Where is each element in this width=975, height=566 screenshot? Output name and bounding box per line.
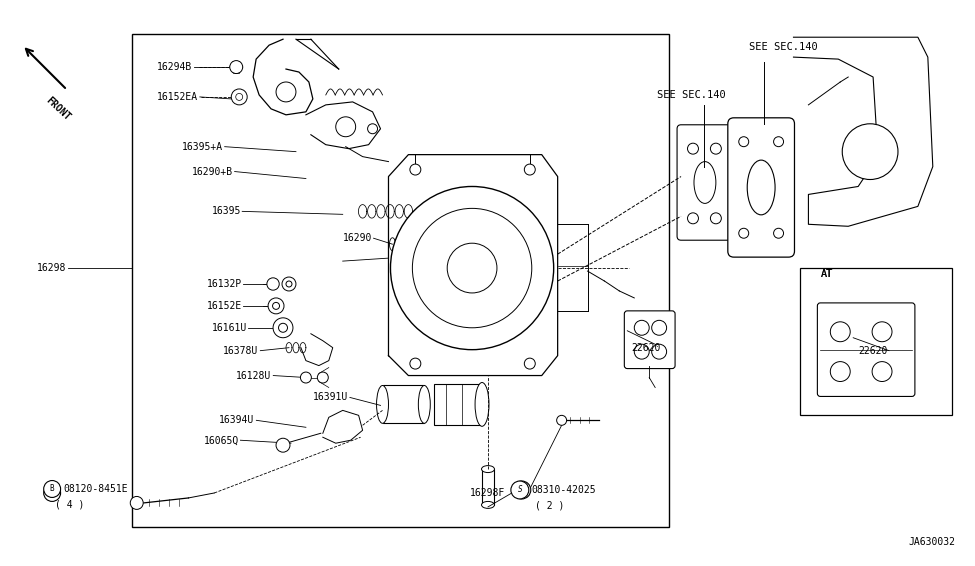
Circle shape <box>230 61 243 74</box>
Circle shape <box>525 358 535 369</box>
Bar <box>482 469 494 505</box>
Circle shape <box>773 137 784 147</box>
Circle shape <box>335 117 356 137</box>
Circle shape <box>390 186 554 350</box>
Circle shape <box>511 481 528 499</box>
Ellipse shape <box>747 160 775 215</box>
Circle shape <box>711 143 722 154</box>
Text: 22620: 22620 <box>858 346 887 355</box>
Circle shape <box>872 362 892 381</box>
Circle shape <box>872 322 892 342</box>
Circle shape <box>635 320 649 335</box>
Circle shape <box>557 415 566 425</box>
Circle shape <box>286 281 292 287</box>
Circle shape <box>282 277 296 291</box>
Text: 16391U: 16391U <box>313 392 348 402</box>
Circle shape <box>525 164 535 175</box>
Ellipse shape <box>482 501 494 508</box>
Text: B: B <box>50 488 55 498</box>
FancyBboxPatch shape <box>624 311 675 368</box>
Circle shape <box>410 164 421 175</box>
Circle shape <box>711 213 722 224</box>
Circle shape <box>739 228 749 238</box>
Ellipse shape <box>418 385 430 423</box>
Text: ( 2 ): ( 2 ) <box>534 501 565 511</box>
Text: ( 4 ): ( 4 ) <box>56 500 85 510</box>
Text: JA630032: JA630032 <box>909 537 956 547</box>
Ellipse shape <box>482 466 494 473</box>
Text: SEE SEC.140: SEE SEC.140 <box>657 90 726 100</box>
Circle shape <box>236 93 243 100</box>
Circle shape <box>300 372 311 383</box>
Ellipse shape <box>475 383 489 426</box>
Text: 16394U: 16394U <box>219 415 254 425</box>
Circle shape <box>448 243 497 293</box>
Text: 16395+A: 16395+A <box>181 142 222 152</box>
Text: 08120-8451E: 08120-8451E <box>63 484 128 494</box>
Text: 16294B: 16294B <box>157 62 192 72</box>
Text: AT: AT <box>820 269 833 279</box>
Bar <box>132 34 669 527</box>
Text: 16298: 16298 <box>37 263 66 273</box>
Text: S: S <box>520 486 525 495</box>
Text: 16395: 16395 <box>212 207 241 216</box>
Circle shape <box>687 213 698 224</box>
Circle shape <box>44 481 60 498</box>
Bar <box>382 385 424 423</box>
Text: 16290: 16290 <box>343 233 372 243</box>
Circle shape <box>635 344 649 359</box>
Text: 16152EA: 16152EA <box>157 92 198 102</box>
Circle shape <box>276 82 296 102</box>
Circle shape <box>368 124 377 134</box>
Text: 16298F: 16298F <box>470 488 505 498</box>
Circle shape <box>268 298 284 314</box>
Circle shape <box>131 496 143 509</box>
Text: 16132P: 16132P <box>207 279 242 289</box>
Circle shape <box>410 358 421 369</box>
Circle shape <box>276 438 290 452</box>
Text: B: B <box>50 484 55 494</box>
Text: FRONT: FRONT <box>44 95 72 122</box>
FancyBboxPatch shape <box>677 125 733 240</box>
Circle shape <box>651 344 667 359</box>
Circle shape <box>412 208 531 328</box>
Circle shape <box>44 484 60 501</box>
Text: S: S <box>518 486 523 495</box>
Circle shape <box>842 124 898 179</box>
Text: SEE SEC.140: SEE SEC.140 <box>749 42 817 52</box>
Circle shape <box>317 372 329 383</box>
Ellipse shape <box>376 385 388 423</box>
Circle shape <box>831 322 850 342</box>
Circle shape <box>773 228 784 238</box>
Text: 16152E: 16152E <box>207 301 242 311</box>
Text: 08310-42025: 08310-42025 <box>531 485 597 495</box>
Text: AT: AT <box>820 269 832 279</box>
Circle shape <box>231 89 248 105</box>
Ellipse shape <box>694 162 716 203</box>
Text: 16161U: 16161U <box>212 323 247 333</box>
Circle shape <box>279 323 288 332</box>
Circle shape <box>739 137 749 147</box>
Text: 16128U: 16128U <box>236 371 271 380</box>
Circle shape <box>273 318 292 338</box>
Text: 16378U: 16378U <box>223 346 258 355</box>
Text: 22620: 22620 <box>631 342 661 353</box>
Bar <box>800 268 952 415</box>
Circle shape <box>831 362 850 381</box>
Circle shape <box>267 278 279 290</box>
Circle shape <box>687 143 698 154</box>
Circle shape <box>513 481 530 499</box>
Circle shape <box>651 320 667 335</box>
FancyBboxPatch shape <box>727 118 795 257</box>
Bar <box>434 384 482 425</box>
Text: 16065Q: 16065Q <box>204 435 239 445</box>
Text: 16290+B: 16290+B <box>191 166 233 177</box>
FancyBboxPatch shape <box>817 303 915 396</box>
Circle shape <box>273 302 280 310</box>
